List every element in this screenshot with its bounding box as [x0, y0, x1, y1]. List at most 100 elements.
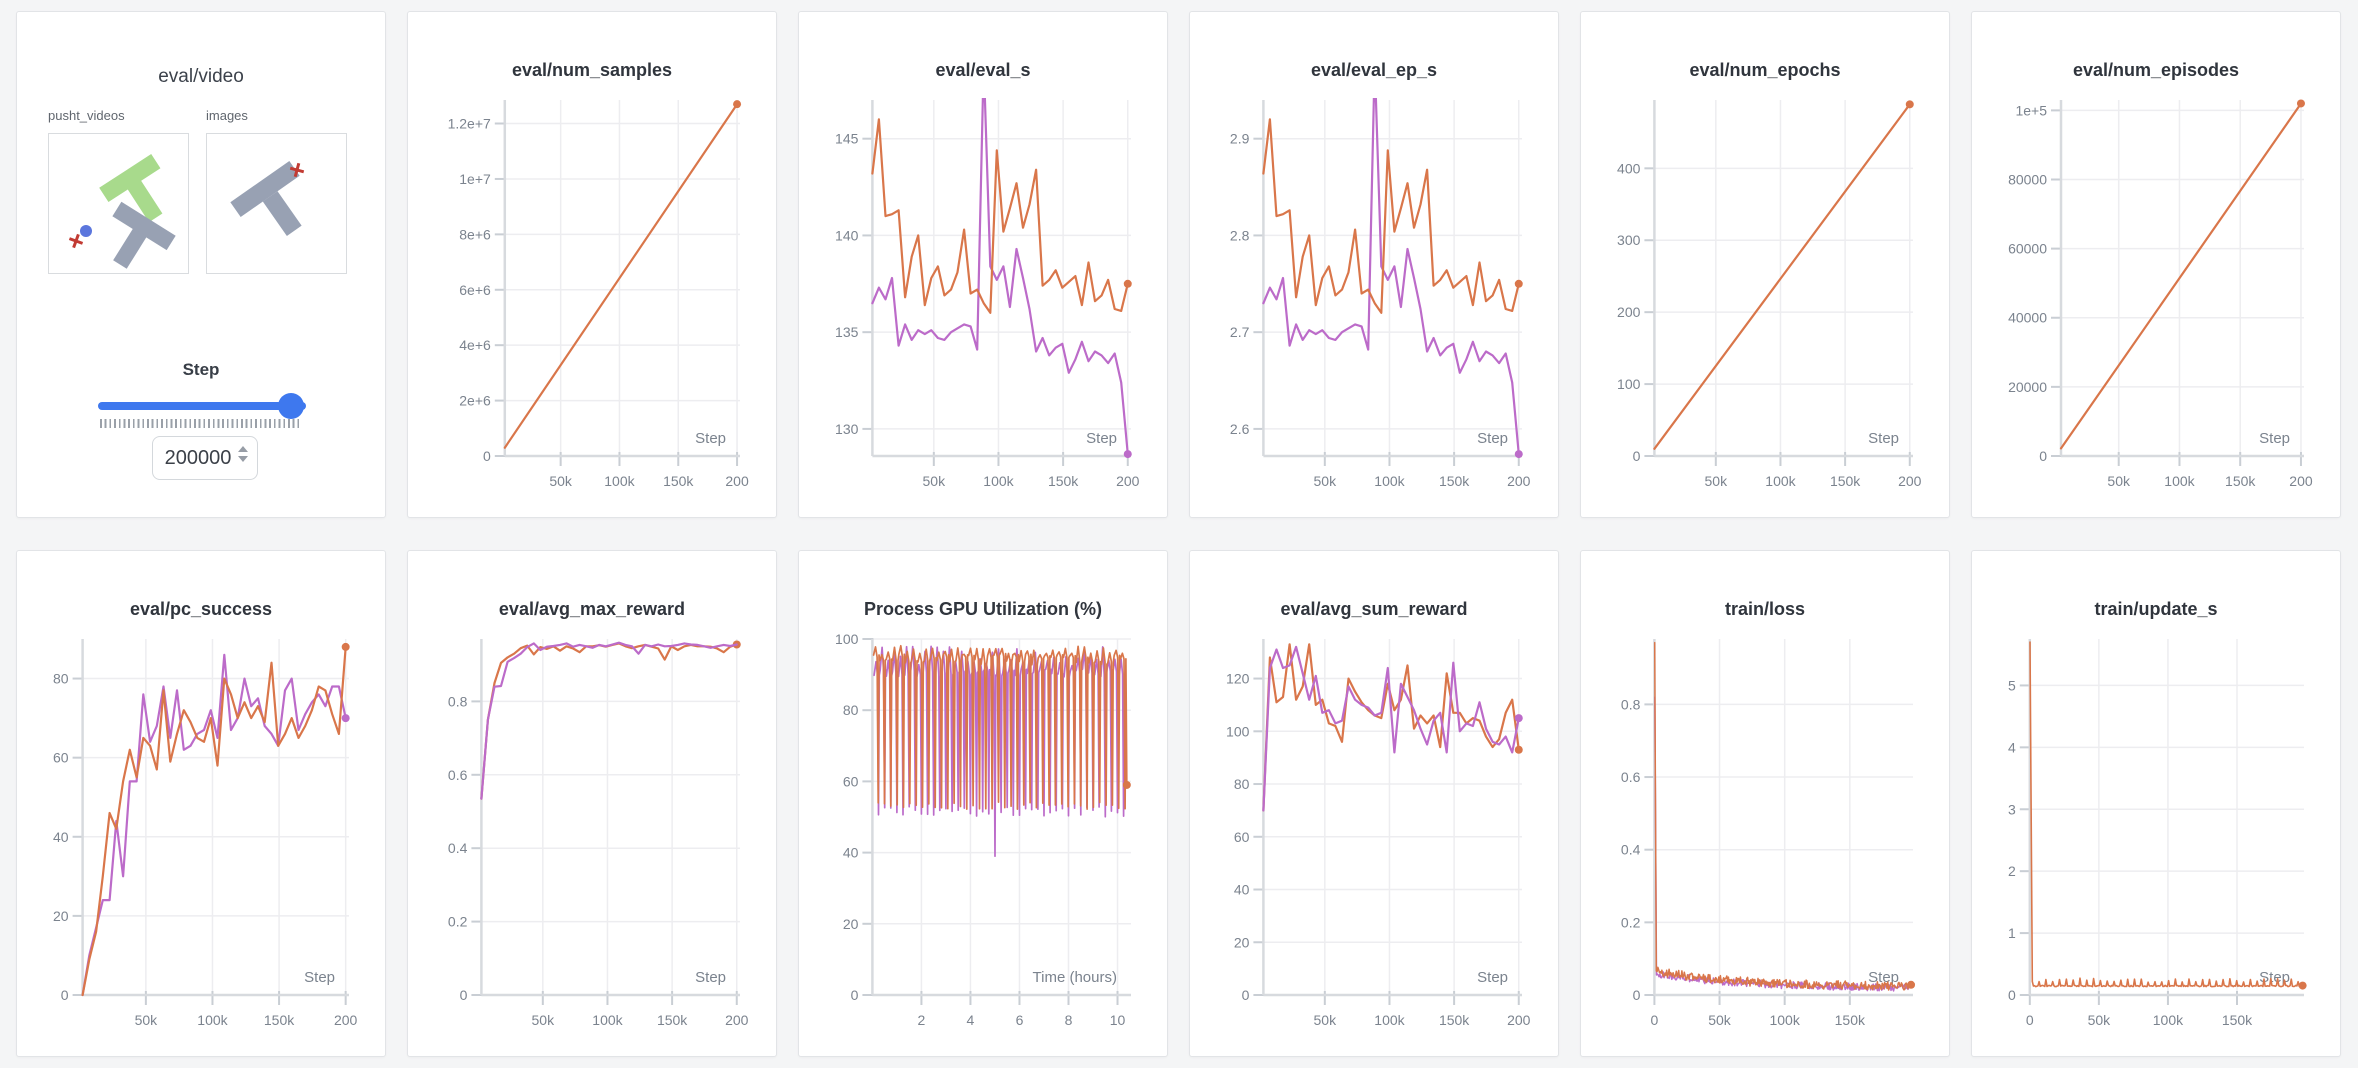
green-t-shape: [99, 154, 163, 223]
video-thumbnail-pusht[interactable]: [48, 133, 189, 274]
svg-text:0: 0: [460, 987, 468, 1003]
series-run-purple: [1262, 645, 1520, 812]
series-group: [871, 98, 1132, 459]
x-axis-label: Step: [2259, 430, 2290, 447]
step-slider-track[interactable]: [98, 402, 306, 410]
svg-text:100k: 100k: [2164, 473, 2195, 489]
axes: [862, 100, 1131, 466]
chart-title: eval/pc_success: [129, 599, 273, 619]
step-number-input[interactable]: 200000: [152, 436, 258, 480]
chart-title: eval/num_epochs: [1689, 60, 1841, 80]
axes: [1644, 100, 1913, 466]
stepper-buttons[interactable]: [238, 446, 248, 462]
tick-labels: 0 1 2 3 4 5 0 50k 100k 150k: [2008, 677, 2253, 1028]
svg-text:100k: 100k: [592, 1012, 623, 1028]
panel-train_update_s[interactable]: train/update_s 0 1 2 3 4 5 0 50k 100k 150k Step: [1971, 550, 2341, 1057]
x-axis-label: Step: [1477, 430, 1508, 447]
step-slider-label: Step: [182, 360, 220, 379]
svg-text:150k: 150k: [1439, 1012, 1470, 1028]
svg-text:145: 145: [835, 131, 859, 147]
chart-canvas: 0 0.2 0.4 0.6 0.8 0 50k 100k 150k Step: [1621, 639, 1916, 1028]
step-value: 200000: [164, 446, 232, 469]
svg-text:2.7: 2.7: [1230, 324, 1250, 340]
panel-eval-video[interactable]: eval/video pusht_videos images: [16, 11, 386, 518]
tick-labels: 0 100 200 300 400 50k 100k 150k 200: [1617, 160, 1922, 489]
series-run-orange: [2059, 102, 2303, 450]
increment-icon[interactable]: [238, 446, 248, 452]
svg-text:5: 5: [2008, 677, 2016, 693]
chart-title: eval/avg_sum_reward: [1280, 599, 1468, 619]
chart-title: eval/num_episodes: [2072, 60, 2240, 80]
svg-text:100k: 100k: [1374, 473, 1405, 489]
svg-text:50k: 50k: [2107, 473, 2131, 489]
svg-text:200: 200: [1617, 304, 1641, 320]
decrement-icon[interactable]: [238, 456, 248, 462]
svg-text:100: 100: [1226, 723, 1250, 739]
svg-text:6e+6: 6e+6: [459, 282, 491, 298]
svg-text:50k: 50k: [923, 473, 947, 489]
svg-text:0.4: 0.4: [1621, 842, 1641, 858]
tick-labels: 0 2e+6 4e+6 6e+6 8e+6 1e+7 1.2e+7 50k 100k 150k 20…: [448, 116, 749, 489]
x-axis-label: Step: [1477, 969, 1508, 986]
series-group: [480, 640, 741, 800]
agent-dot: [80, 225, 92, 237]
video-thumbnail-images[interactable]: [206, 133, 347, 274]
panel-num_episodes[interactable]: eval/num_episodes 0 20000 40000 60000 80000 1…: [1971, 11, 2341, 518]
svg-text:40: 40: [53, 829, 69, 845]
svg-text:200: 200: [1507, 473, 1531, 489]
latest-point-dot-run-orange: [1514, 279, 1523, 288]
series-run-purple: [81, 653, 347, 997]
latest-point-dot-run-orange: [341, 642, 350, 651]
panel-gpu_util[interactable]: Process GPU Utilization (%) 0 20 40 60 80 100…: [798, 550, 1168, 1057]
svg-text:4: 4: [967, 1012, 975, 1028]
goal-cross: [289, 162, 305, 178]
svg-text:0: 0: [2008, 987, 2016, 1003]
svg-text:135: 135: [835, 324, 859, 340]
chart-canvas: 0 20 40 60 80 100 2 4 6 8 10 Time (hours): [835, 631, 1131, 1028]
svg-text:50k: 50k: [549, 473, 573, 489]
chart-canvas: 2.6 2.7 2.8 2.9 50k 100k 150k 200 Step: [1230, 98, 1531, 489]
svg-text:150k: 150k: [1048, 473, 1079, 489]
panel-avg_max_reward[interactable]: eval/avg_max_reward 0 0.2 0.4 0.6 0.8 50k 100k…: [407, 550, 777, 1057]
pusht-scene-image: [68, 154, 176, 269]
series-group: [1653, 641, 1916, 992]
panel-num_samples[interactable]: eval/num_samples 0 2e+6 4e+6 6e+6 8e+6 1e+7 1.…: [407, 11, 777, 518]
series-run-purple: [480, 641, 738, 800]
chart-title: train/loss: [1724, 599, 1806, 619]
panel-eval_s[interactable]: eval/eval_s 130 135 140 145 50k 100k 150k 200 St…: [798, 11, 1168, 518]
svg-text:40: 40: [1234, 882, 1250, 898]
chart-title: eval/eval_ep_s: [1310, 60, 1438, 80]
svg-text:0.8: 0.8: [1621, 696, 1641, 712]
svg-text:200: 200: [725, 1012, 749, 1028]
media-caption-pusht-videos: pusht_videos: [48, 108, 125, 123]
latest-point-dot-run-orange: [1907, 980, 1916, 989]
media-caption-images: images: [206, 108, 248, 123]
svg-text:100k: 100k: [1374, 1012, 1405, 1028]
panel-num_epochs[interactable]: eval/num_epochs 0 100 200 300 400 50k 100k 150k…: [1580, 11, 1950, 518]
svg-text:1: 1: [2008, 925, 2016, 941]
svg-text:200: 200: [334, 1012, 358, 1028]
chart-canvas: 0 2e+6 4e+6 6e+6 8e+6 1e+7 1.2e+7 50k 100k 150k 20…: [448, 100, 749, 489]
chart-title: eval/eval_s: [935, 60, 1031, 80]
panel-avg_sum_reward[interactable]: eval/avg_sum_reward 0 20 40 60 80 100 120 50k 10…: [1189, 550, 1559, 1057]
svg-text:50k: 50k: [1705, 473, 1729, 489]
svg-text:100: 100: [1617, 376, 1641, 392]
svg-text:150k: 150k: [657, 1012, 688, 1028]
svg-text:60: 60: [843, 773, 859, 789]
svg-text:200: 200: [1898, 473, 1922, 489]
x-axis-label: Step: [1086, 430, 1117, 447]
svg-text:10: 10: [1110, 1012, 1126, 1028]
panel-pc_success[interactable]: eval/pc_success 0 20 40 60 80 50k 100k 150k 200 S…: [16, 550, 386, 1057]
series-group: [872, 644, 1131, 858]
panel-eval_ep_s[interactable]: eval/eval_ep_s 2.6 2.7 2.8 2.9 50k 100k 150k 20…: [1189, 11, 1559, 518]
series-group: [503, 100, 742, 449]
x-axis-label: Step: [695, 430, 726, 447]
svg-text:150k: 150k: [1439, 473, 1470, 489]
series-run-orange: [1653, 103, 1911, 450]
step-slider-knob[interactable]: [278, 393, 304, 419]
svg-text:150k: 150k: [264, 1012, 295, 1028]
svg-text:2e+6: 2e+6: [459, 393, 491, 409]
gridlines: [481, 639, 740, 996]
panel-train_loss[interactable]: train/loss 0 0.2 0.4 0.6 0.8 0 50k 100k 150k Step: [1580, 550, 1950, 1057]
chart-canvas: 0 20 40 60 80 50k 100k 150k 200 Step: [53, 639, 358, 1028]
